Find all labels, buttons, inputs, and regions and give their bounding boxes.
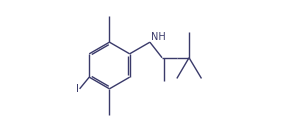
Text: I: I	[76, 84, 79, 94]
Text: NH: NH	[151, 32, 166, 42]
